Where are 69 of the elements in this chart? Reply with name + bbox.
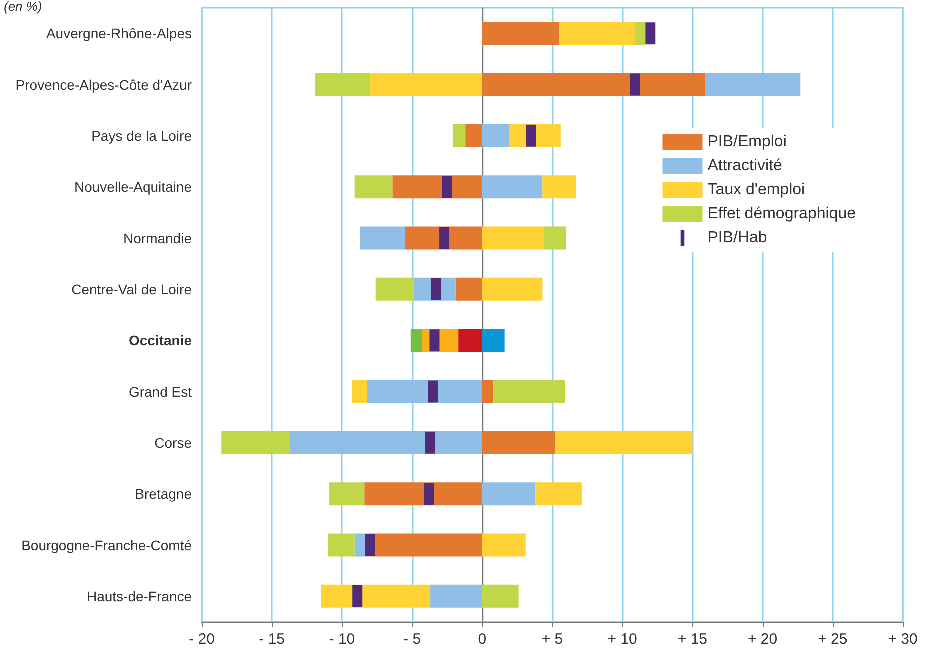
legend-label: PIB/Hab [708, 230, 768, 246]
bar [635, 22, 646, 46]
bar [376, 278, 414, 301]
y-tick-label: Occitanie [128, 332, 192, 349]
bar [536, 482, 582, 506]
y-tick-label: Pays de la Loire [92, 128, 192, 144]
bar [360, 226, 406, 250]
y-tick-label: Hauts-de-France [86, 588, 192, 604]
legend-label: Effet démographique [708, 206, 856, 222]
x-tick-label: - 5 [404, 631, 422, 648]
bar [705, 73, 801, 96]
bar [328, 534, 355, 557]
x-tick-label: + 25 [818, 631, 848, 648]
y-tick-label: Provence-Alpes-Côte d'Azur [16, 76, 192, 93]
bar [544, 226, 567, 250]
bar [316, 73, 370, 96]
bar [364, 482, 482, 506]
bar [482, 584, 519, 608]
x-tick-label: - 10 [329, 631, 356, 648]
bar [560, 22, 636, 46]
legend-label: Attractivité [708, 158, 783, 174]
bar [458, 329, 482, 352]
bar [321, 584, 431, 608]
y-tick-label: Auvergne-Rhône-Alpes [46, 26, 192, 42]
bar [482, 73, 706, 96]
bar [482, 431, 556, 454]
bar [410, 329, 422, 352]
bar [482, 22, 560, 46]
bar [494, 380, 566, 404]
bar [370, 73, 482, 96]
bar [352, 380, 368, 404]
y-tick-label: Centre-Val de Loire [72, 281, 192, 298]
bar [482, 534, 526, 557]
y-tick-label: Bourgogne-Franche-Comté [22, 537, 192, 554]
x-tick-label: 0 [478, 631, 487, 648]
y-tick-label: Normandie [124, 230, 192, 246]
x-tick-label: + 10 [608, 631, 638, 648]
bar [222, 431, 290, 454]
bar [367, 380, 482, 404]
bar [555, 431, 693, 454]
bar [370, 534, 482, 557]
x-tick-label: + 20 [748, 631, 778, 648]
x-tick-label: + 15 [678, 631, 708, 648]
y-tick-label: Corse [154, 434, 192, 451]
x-tick-label: - 20 [189, 631, 215, 648]
bar [482, 176, 543, 199]
bar [482, 380, 494, 404]
x-tick-label: + 5 [542, 631, 564, 648]
x-tick-label: + 30 [888, 631, 918, 648]
bar [456, 278, 482, 301]
bar [482, 482, 536, 506]
y-tick-label: Grand Est [128, 384, 192, 400]
x-tick-label: - 15 [259, 631, 286, 648]
bar [542, 176, 576, 199]
text: (en %) [4, 0, 42, 14]
bar [466, 124, 482, 148]
bar [354, 176, 393, 199]
bar [430, 584, 482, 608]
y-tick-label: Nouvelle-Aquitaine [74, 179, 192, 196]
bar [482, 329, 505, 352]
bar [482, 124, 510, 148]
legend-label: Taux d'emploi [708, 182, 806, 198]
bar [482, 278, 543, 301]
bar [290, 431, 482, 454]
bar [330, 482, 365, 506]
legend-label: PIB/Emploi [708, 134, 787, 150]
y-tick-label: Bretagne [135, 486, 192, 502]
bar [452, 124, 466, 148]
bar [482, 226, 544, 250]
